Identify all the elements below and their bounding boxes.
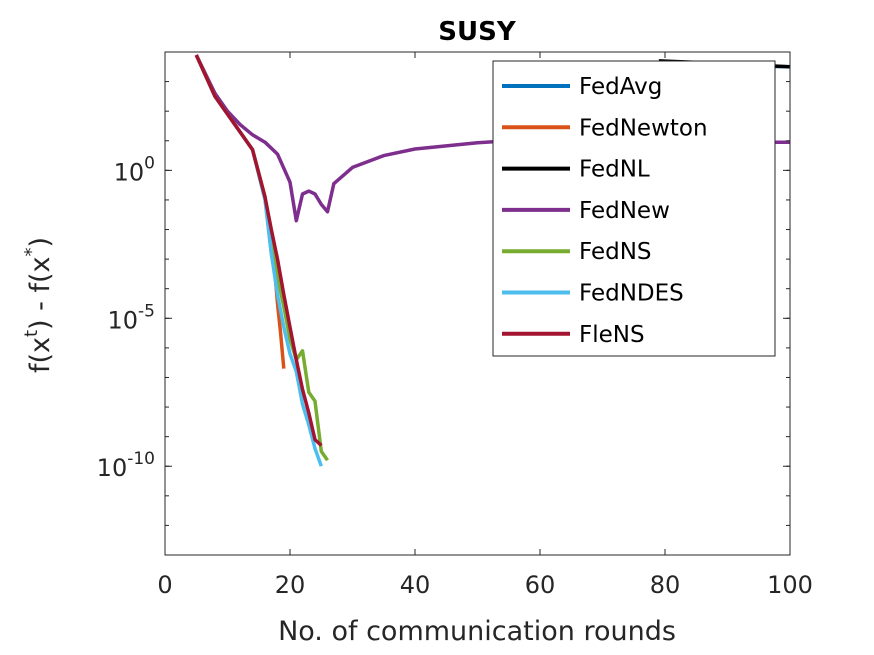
legend-label-fednl: FedNL bbox=[579, 157, 650, 183]
y-axis-label-part: ) bbox=[25, 237, 56, 248]
series-line-flens bbox=[194, 54, 323, 447]
x-tick-label: 100 bbox=[767, 571, 813, 599]
x-tick-label: 40 bbox=[400, 571, 431, 599]
y-axis-label-part: ) - f(x bbox=[25, 256, 56, 329]
y-axis-label: f(xt) - f(x*) bbox=[21, 237, 56, 373]
legend-label-fedns: FedNS bbox=[579, 239, 652, 265]
y-tick-label: 10-10 bbox=[97, 449, 155, 482]
legend-label-fedavg: FedAvg bbox=[579, 74, 662, 100]
x-axis-label: No. of communication rounds bbox=[278, 616, 676, 647]
chart-title: SUSY bbox=[438, 17, 517, 47]
y-axis-ticks: 100 10-5 10-10 bbox=[97, 51, 790, 556]
y-axis-label-sup: * bbox=[21, 247, 42, 256]
legend-label-fedndes: FedNDES bbox=[579, 281, 684, 307]
plot-frame bbox=[164, 51, 791, 556]
y-axis-label-part: f(x bbox=[25, 337, 56, 373]
legend-label-fednewton: FedNewton bbox=[579, 115, 708, 141]
y-tick-label: 100 bbox=[114, 153, 155, 186]
x-tick-label: 80 bbox=[650, 571, 681, 599]
x-tick-label: 20 bbox=[275, 571, 306, 599]
x-axis-ticks: 0 20 40 60 80 100 bbox=[157, 52, 813, 599]
legend-label-fednew: FedNew bbox=[579, 198, 670, 224]
legend: FedAvg FedNewton FedNL FedNew FedNS FedNDES Fl… bbox=[492, 60, 776, 357]
legend-label-flens: FleNS bbox=[579, 322, 645, 348]
y-tick-label: 10-5 bbox=[108, 301, 156, 334]
y-axis-label-sup: t bbox=[21, 330, 42, 337]
x-tick-label: 0 bbox=[157, 571, 172, 599]
x-tick-label: 60 bbox=[525, 571, 556, 599]
